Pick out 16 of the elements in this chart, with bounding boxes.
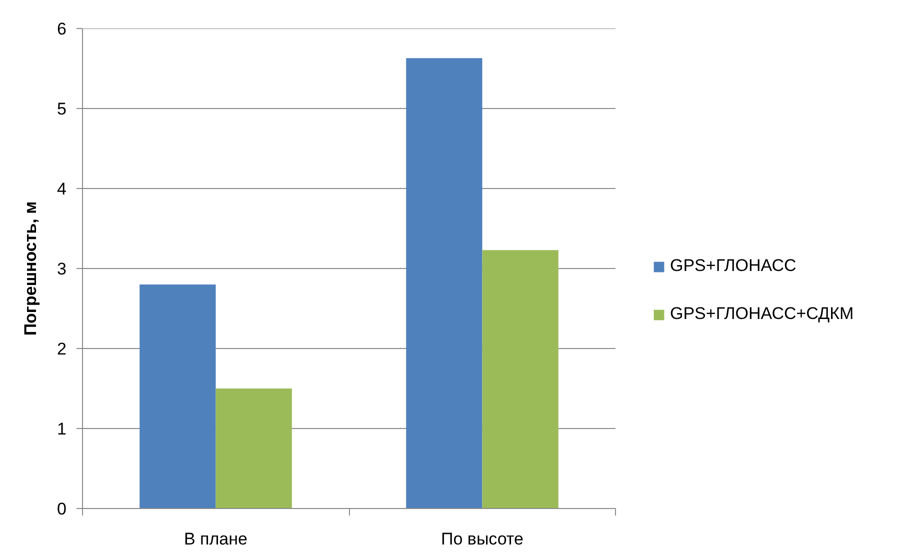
x-tick-label: В плане [184, 530, 248, 548]
y-tick-label: 5 [57, 100, 67, 118]
y-tick-label: 2 [57, 340, 67, 358]
y-tick-label: 6 [57, 20, 67, 38]
y-tick-label: 0 [57, 500, 67, 518]
y-tick-label: 3 [57, 260, 67, 278]
y-tick-label: 4 [57, 180, 67, 198]
bar [140, 284, 216, 508]
bar [482, 250, 558, 508]
legend-label: GPS+ГЛОНАСС+СДКМ [670, 304, 854, 324]
legend-label: GPS+ГЛОНАСС [670, 256, 796, 276]
bar [406, 58, 482, 508]
y-tick-label: 1 [57, 420, 67, 438]
y-axis-title: Погрешность, м [21, 201, 40, 336]
bar [216, 388, 292, 508]
x-tick-label: По высоте [441, 530, 524, 548]
